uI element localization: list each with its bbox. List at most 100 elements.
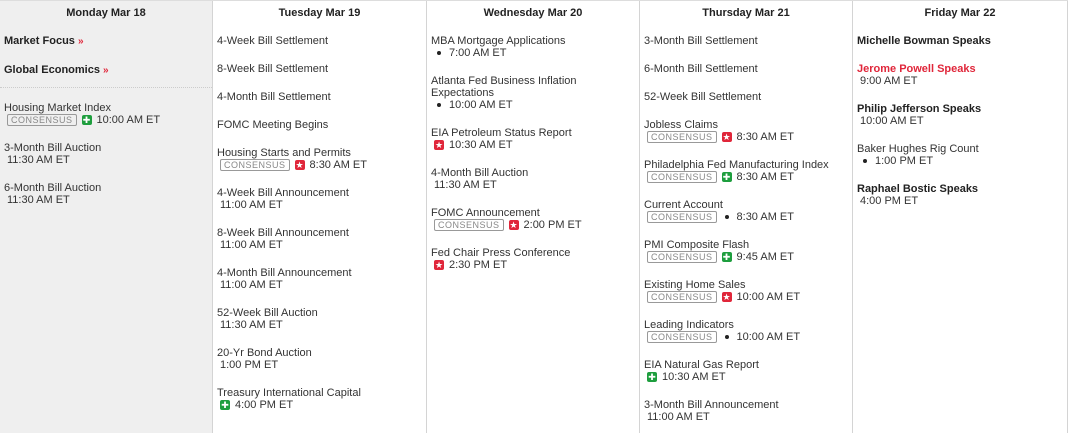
event-title[interactable]: 4-Week Bill Announcement [217, 187, 422, 199]
calendar-event[interactable]: 4-Week Bill Settlement [217, 35, 422, 47]
calendar-event[interactable]: Jobless Claims CONSENSUS ★ 8:30 AM ET [644, 119, 848, 143]
event-title[interactable]: 4-Month Bill Announcement [217, 267, 422, 279]
event-title-text[interactable]: 8-Week Bill Announcement [217, 227, 349, 239]
calendar-event[interactable]: 3-Month Bill Settlement [644, 35, 848, 47]
event-title[interactable]: 4-Month Bill Auction [431, 167, 635, 179]
calendar-event[interactable]: Raphael Bostic Speaks 4:00 PM ET [857, 183, 1063, 207]
event-title-text[interactable]: Leading Indicators [644, 319, 734, 331]
event-title-text[interactable]: FOMC Announcement [431, 207, 540, 219]
event-title[interactable]: Philip Jefferson Speaks [857, 103, 1063, 115]
calendar-event[interactable]: Jerome Powell Speaks 9:00 AM ET [857, 63, 1063, 87]
calendar-event[interactable]: Housing Starts and Permits CONSENSUS ★ 8:30… [217, 147, 422, 171]
event-title[interactable]: MBA Mortgage Applications [431, 35, 635, 47]
event-title[interactable]: Leading Indicators [644, 319, 848, 331]
calendar-event[interactable]: Current Account CONSENSUS 8:30 AM ET [644, 199, 848, 223]
calendar-event[interactable]: Philip Jefferson Speaks 10:00 AM ET [857, 103, 1063, 127]
more-link-icon[interactable]: » [103, 65, 109, 76]
event-title-text[interactable]: 4-Month Bill Settlement [217, 91, 331, 103]
event-title-text[interactable]: Global Economics [4, 64, 100, 76]
event-title-text[interactable]: Philip Jefferson Speaks [857, 103, 982, 115]
calendar-event[interactable]: 6-Month Bill Auction 11:30 AM ET [4, 182, 208, 206]
event-title-text[interactable]: 8-Week Bill Settlement [217, 63, 329, 75]
calendar-event[interactable]: Market Focus » [4, 35, 208, 48]
event-title-text[interactable]: PMI Composite Flash [644, 239, 750, 251]
event-title[interactable]: EIA Petroleum Status Report [431, 127, 635, 139]
event-title[interactable]: 8-Week Bill Announcement [217, 227, 422, 239]
calendar-event[interactable]: 52-Week Bill Settlement [644, 91, 848, 103]
calendar-event[interactable]: EIA Petroleum Status Report ★ 10:30 AM ET [431, 127, 635, 151]
event-title-text[interactable]: Michelle Bowman Speaks [857, 35, 991, 47]
event-title-text[interactable]: Baker Hughes Rig Count [857, 143, 979, 155]
event-title-text[interactable]: 4-Week Bill Announcement [217, 187, 349, 199]
calendar-event[interactable]: 8-Week Bill Settlement [217, 63, 422, 75]
event-title[interactable]: Raphael Bostic Speaks [857, 183, 1063, 195]
event-title[interactable]: PMI Composite Flash [644, 239, 848, 251]
event-title-text[interactable]: 20-Yr Bond Auction [217, 347, 312, 359]
event-title[interactable]: Market Focus » [4, 35, 208, 48]
calendar-event[interactable]: Michelle Bowman Speaks [857, 35, 1063, 47]
event-title[interactable]: Existing Home Sales [644, 279, 848, 291]
calendar-event[interactable]: Fed Chair Press Conference ★ 2:30 PM ET [431, 247, 635, 271]
event-title-text[interactable]: Current Account [644, 199, 723, 211]
calendar-event[interactable]: 3-Month Bill Announcement 11:00 AM ET [644, 399, 848, 423]
event-title-text[interactable]: Atlanta Fed Business Inflation Expectati… [431, 75, 577, 99]
event-title[interactable]: 4-Month Bill Settlement [217, 91, 422, 103]
calendar-event[interactable]: 4-Month Bill Announcement 11:00 AM ET [217, 267, 422, 291]
event-title-text[interactable]: Market Focus [4, 35, 75, 47]
event-title-text[interactable]: Philadelphia Fed Manufacturing Index [644, 159, 829, 171]
event-title[interactable]: 8-Week Bill Settlement [217, 63, 422, 75]
calendar-event[interactable]: Philadelphia Fed Manufacturing Index CONS… [644, 159, 848, 183]
event-title[interactable]: FOMC Announcement [431, 207, 635, 219]
consensus-badge[interactable]: CONSENSUS [220, 159, 290, 171]
event-title[interactable]: 52-Week Bill Settlement [644, 91, 848, 103]
event-title-text[interactable]: 6-Month Bill Settlement [644, 63, 758, 75]
event-title[interactable]: 6-Month Bill Auction [4, 182, 208, 194]
consensus-badge[interactable]: CONSENSUS [647, 291, 717, 303]
event-title[interactable]: 52-Week Bill Auction [217, 307, 422, 319]
event-title[interactable]: Fed Chair Press Conference [431, 247, 635, 259]
event-title-text[interactable]: EIA Petroleum Status Report [431, 127, 572, 139]
calendar-event[interactable]: EIA Natural Gas Report ✚ 10:30 AM ET [644, 359, 848, 383]
event-title-text[interactable]: 4-Month Bill Auction [431, 167, 529, 179]
event-title[interactable]: 3-Month Bill Settlement [644, 35, 848, 47]
event-title-text[interactable]: Treasury International Capital [217, 387, 361, 399]
consensus-badge[interactable]: CONSENSUS [647, 131, 717, 143]
event-title-text[interactable]: Housing Market Index [4, 102, 111, 114]
event-title[interactable]: Baker Hughes Rig Count [857, 143, 1063, 155]
calendar-event[interactable]: FOMC Meeting Begins [217, 119, 422, 131]
event-title[interactable]: 3-Month Bill Announcement [644, 399, 848, 411]
event-title[interactable]: 20-Yr Bond Auction [217, 347, 422, 359]
event-title-text[interactable]: 3-Month Bill Settlement [644, 35, 758, 47]
event-title[interactable]: Michelle Bowman Speaks [857, 35, 1063, 47]
event-title[interactable]: Housing Starts and Permits [217, 147, 422, 159]
event-title[interactable]: 4-Week Bill Settlement [217, 35, 422, 47]
calendar-event[interactable]: 4-Month Bill Settlement [217, 91, 422, 103]
consensus-badge[interactable]: CONSENSUS [434, 219, 504, 231]
calendar-event[interactable]: MBA Mortgage Applications 7:00 AM ET [431, 35, 635, 59]
event-title[interactable]: 3-Month Bill Auction [4, 142, 208, 154]
event-title[interactable]: FOMC Meeting Begins [217, 119, 422, 131]
consensus-badge[interactable]: CONSENSUS [647, 251, 717, 263]
calendar-event[interactable]: Leading Indicators CONSENSUS 10:00 AM ET [644, 319, 848, 343]
event-title-text[interactable]: EIA Natural Gas Report [644, 359, 759, 371]
event-title-text[interactable]: 3-Month Bill Announcement [644, 399, 779, 411]
calendar-event[interactable]: Atlanta Fed Business Inflation Expectati… [431, 75, 635, 111]
calendar-event[interactable]: 4-Week Bill Announcement 11:00 AM ET [217, 187, 422, 211]
more-link-icon[interactable]: » [77, 36, 84, 47]
event-title-text[interactable]: 52-Week Bill Auction [217, 307, 318, 319]
event-title[interactable]: Treasury International Capital [217, 387, 422, 399]
event-title[interactable]: 6-Month Bill Settlement [644, 63, 848, 75]
event-title[interactable]: Housing Market Index [4, 102, 208, 114]
event-title-text[interactable]: Housing Starts and Permits [217, 147, 351, 159]
calendar-event[interactable]: FOMC Announcement CONSENSUS ★ 2:00 PM ET [431, 207, 635, 231]
consensus-badge[interactable]: CONSENSUS [647, 211, 717, 223]
event-title-text[interactable]: 4-Week Bill Settlement [217, 35, 329, 47]
calendar-event[interactable]: Existing Home Sales CONSENSUS ★ 10:00 AM ET [644, 279, 848, 303]
consensus-badge[interactable]: CONSENSUS [7, 114, 77, 126]
calendar-event[interactable]: 6-Month Bill Settlement [644, 63, 848, 75]
event-title[interactable]: Atlanta Fed Business Inflation Expectati… [431, 75, 635, 99]
calendar-event[interactable]: Baker Hughes Rig Count 1:00 PM ET [857, 143, 1063, 167]
calendar-event[interactable]: 4-Month Bill Auction 11:30 AM ET [431, 167, 635, 191]
event-title-text[interactable]: Fed Chair Press Conference [431, 247, 571, 259]
calendar-event[interactable]: 52-Week Bill Auction 11:30 AM ET [217, 307, 422, 331]
